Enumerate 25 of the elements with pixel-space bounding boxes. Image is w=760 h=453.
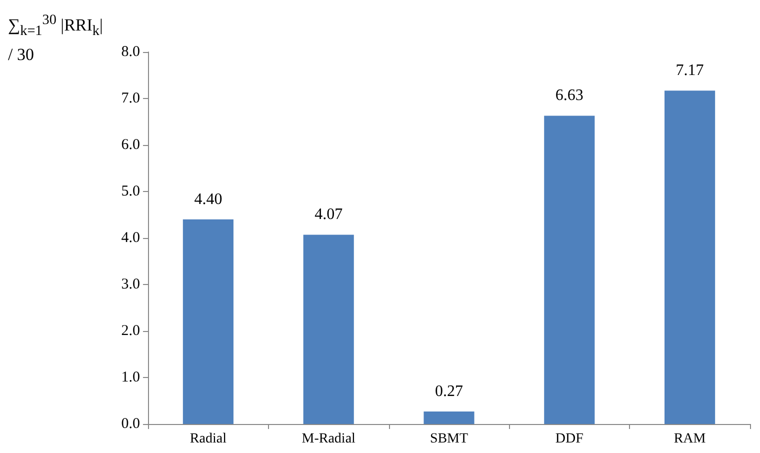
x-tick-label: M-Radial bbox=[302, 432, 356, 446]
x-tick-label: SBMT bbox=[430, 432, 469, 446]
data-label: 7.17 bbox=[676, 62, 704, 80]
bar bbox=[664, 90, 716, 424]
y-tick-label: 0.0 bbox=[121, 416, 140, 432]
x-tick-label: Radial bbox=[190, 432, 227, 446]
data-label: 4.07 bbox=[314, 206, 343, 224]
y-tick-label: 8.0 bbox=[121, 44, 140, 60]
y-tick-label: 2.0 bbox=[121, 323, 140, 339]
y-tick-label: 1.0 bbox=[121, 370, 140, 386]
data-label: 6.63 bbox=[555, 87, 584, 104]
bar bbox=[303, 234, 354, 424]
bar bbox=[424, 411, 474, 424]
y-tick-label: 5.0 bbox=[121, 184, 140, 200]
y-tick-label: 7.0 bbox=[121, 90, 140, 106]
x-tick-label: DDF bbox=[555, 432, 584, 446]
data-label: 0.27 bbox=[435, 382, 463, 400]
x-tick-label: RAM bbox=[674, 432, 706, 446]
text: ∑$_{k=1}$$^{30}$ |RRI$_{k}$| / 30 bbox=[8, 12, 103, 64]
bar bbox=[544, 116, 595, 424]
data-label: 4.40 bbox=[194, 190, 222, 208]
y-tick-label: 3.0 bbox=[121, 276, 140, 292]
y-tick-label: 6.0 bbox=[121, 137, 140, 153]
y-tick-label: 4.0 bbox=[121, 230, 140, 246]
bar bbox=[182, 219, 234, 424]
